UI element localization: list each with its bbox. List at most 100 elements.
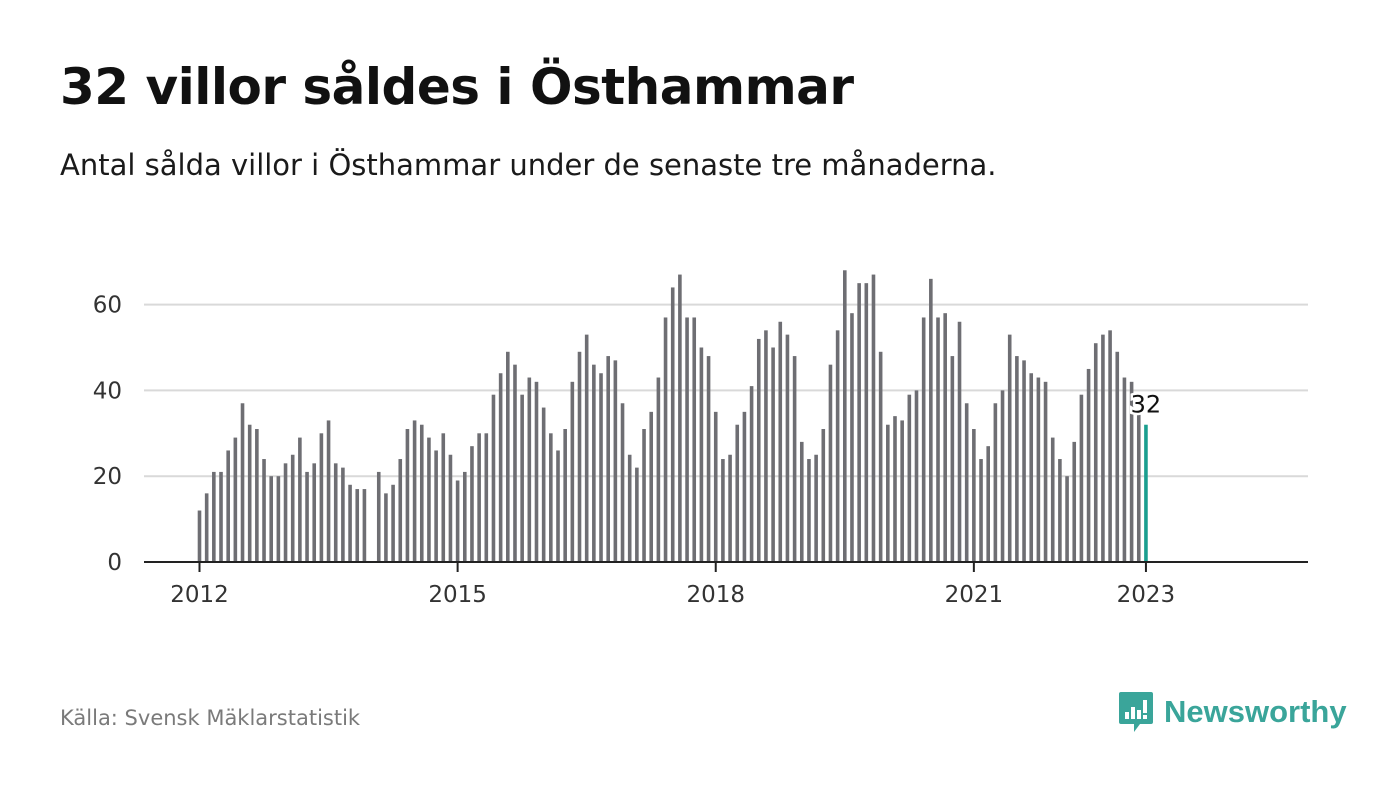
bar [212, 471, 216, 562]
bar [592, 364, 596, 562]
bar [843, 270, 847, 562]
bar [685, 317, 689, 562]
bar [1072, 441, 1077, 562]
bar [570, 381, 575, 562]
bar [1015, 356, 1019, 562]
newsworthy-logo-icon [1119, 692, 1153, 732]
bar [678, 274, 682, 562]
bar [470, 446, 474, 562]
bar [448, 454, 453, 562]
bar [635, 467, 639, 562]
bar [728, 454, 732, 562]
bar [276, 476, 281, 562]
bar [649, 411, 654, 562]
bar [1050, 437, 1055, 562]
bar [348, 484, 352, 562]
bar [290, 454, 295, 562]
bar [341, 467, 345, 562]
bar [233, 437, 238, 562]
bar [506, 351, 510, 562]
bar [950, 356, 955, 562]
bar [563, 429, 567, 562]
x-tick-label: 2018 [686, 582, 745, 608]
y-tick-label: 20 [93, 464, 122, 490]
y-tick-label: 60 [93, 293, 122, 319]
x-tick-label: 2012 [170, 582, 229, 608]
bar [778, 321, 783, 562]
bar [455, 480, 460, 562]
bar [656, 377, 661, 562]
bar [735, 424, 740, 562]
bar [921, 317, 926, 562]
axis-ticks: 0 20 40 60 2012 2015 2018 2021 2023 [93, 293, 1175, 608]
bar [384, 493, 388, 562]
bar [692, 317, 697, 562]
bar [398, 459, 403, 562]
bar [391, 484, 395, 562]
bar [792, 356, 797, 562]
bar [1043, 381, 1048, 562]
bar [1115, 351, 1120, 562]
bar [326, 420, 331, 562]
bar [541, 407, 546, 562]
bar [376, 471, 381, 562]
bar [857, 283, 861, 562]
bar [1079, 394, 1084, 562]
bar [914, 390, 919, 562]
bar [893, 416, 897, 562]
bar [283, 463, 288, 562]
bar [240, 403, 245, 562]
bar [319, 433, 324, 562]
chart-title: 32 villor såldes i Östhammar [60, 58, 854, 116]
bar [312, 463, 317, 562]
bar [462, 471, 467, 562]
bar [613, 360, 618, 562]
bar [878, 351, 883, 562]
bar [785, 334, 790, 562]
bar [520, 394, 524, 562]
bar [599, 373, 603, 562]
bar [993, 403, 998, 562]
bar [355, 489, 360, 562]
bar [491, 394, 496, 562]
bar [534, 381, 539, 562]
brand-name: Newsworthy [1164, 694, 1347, 729]
bar [1122, 377, 1127, 562]
bar [484, 433, 489, 562]
bar [427, 437, 431, 562]
x-tick-label: 2015 [428, 582, 487, 608]
bar [1058, 459, 1062, 562]
bar [1136, 411, 1141, 562]
source-note: Källa: Svensk Mäklarstatistik [60, 706, 361, 730]
bar [670, 287, 675, 562]
bar [1101, 334, 1105, 562]
bar [556, 450, 560, 562]
bar [333, 463, 338, 562]
bar-latest [1144, 424, 1148, 562]
bar [298, 437, 302, 562]
bar [929, 278, 933, 562]
bar [620, 403, 625, 562]
bar [900, 420, 904, 562]
bar [269, 476, 273, 562]
bar [1086, 368, 1091, 562]
bar [749, 386, 754, 562]
bar [419, 424, 424, 562]
bar [1000, 390, 1005, 562]
bar [964, 403, 969, 562]
bar [527, 377, 532, 562]
bar [699, 347, 704, 562]
brand-logo: Newsworthy [1118, 690, 1347, 734]
bar [886, 424, 890, 562]
bar [226, 450, 230, 562]
bar [756, 338, 761, 562]
bar [1007, 334, 1012, 562]
bar [957, 321, 962, 562]
bar [742, 411, 747, 562]
latest-value-label: 32 [1131, 391, 1162, 419]
bar [663, 317, 668, 562]
bar [835, 330, 840, 562]
bar [1029, 373, 1034, 562]
y-tick-label: 40 [93, 378, 122, 404]
bar [771, 347, 775, 562]
